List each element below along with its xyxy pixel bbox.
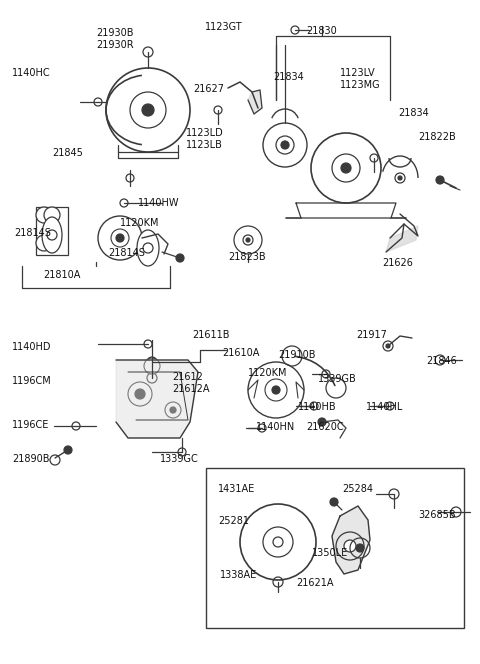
Circle shape: [243, 235, 253, 245]
Polygon shape: [386, 226, 418, 252]
Text: 1123MG: 1123MG: [340, 80, 381, 90]
Text: 25284: 25284: [342, 484, 373, 494]
Circle shape: [36, 235, 52, 251]
Text: 32685B: 32685B: [418, 510, 456, 520]
Text: 21910B: 21910B: [278, 350, 315, 360]
Circle shape: [144, 358, 160, 374]
Circle shape: [281, 141, 289, 149]
Ellipse shape: [42, 217, 62, 253]
Text: 1140HL: 1140HL: [366, 402, 403, 412]
Circle shape: [50, 455, 60, 465]
Ellipse shape: [137, 230, 159, 266]
Text: 1140HW: 1140HW: [138, 198, 180, 208]
Circle shape: [383, 341, 393, 351]
Circle shape: [436, 176, 444, 184]
Circle shape: [330, 498, 338, 506]
Text: 21930R: 21930R: [96, 40, 134, 50]
Circle shape: [143, 243, 153, 253]
Circle shape: [398, 176, 402, 180]
Text: 21620C: 21620C: [306, 422, 344, 432]
Text: 21845: 21845: [52, 148, 83, 158]
Text: 1350LE: 1350LE: [312, 548, 348, 558]
Circle shape: [147, 357, 157, 367]
Text: 21612: 21612: [172, 372, 203, 382]
Text: 1120KM: 1120KM: [120, 218, 159, 228]
Text: 1339GB: 1339GB: [318, 374, 357, 384]
Circle shape: [142, 104, 154, 116]
Text: 21830: 21830: [307, 26, 337, 36]
Circle shape: [44, 235, 60, 251]
Circle shape: [135, 389, 145, 399]
Text: 21823B: 21823B: [228, 252, 265, 262]
Text: 1123GT: 1123GT: [205, 22, 242, 32]
Circle shape: [147, 373, 157, 383]
Circle shape: [273, 537, 283, 547]
Text: 21612A: 21612A: [172, 384, 209, 394]
Text: 21846: 21846: [426, 356, 457, 366]
Text: 1123LB: 1123LB: [186, 140, 223, 150]
Bar: [206, 468, 464, 628]
Circle shape: [47, 230, 57, 240]
Text: 21930B: 21930B: [96, 28, 134, 38]
Text: 1140HN: 1140HN: [256, 422, 295, 432]
Text: 1140HB: 1140HB: [298, 402, 336, 412]
Text: 1120KM: 1120KM: [248, 368, 288, 378]
Text: 21611B: 21611B: [192, 330, 229, 340]
Text: 21822B: 21822B: [418, 132, 456, 142]
Polygon shape: [248, 90, 262, 114]
Circle shape: [176, 254, 184, 262]
Text: 21810A: 21810A: [43, 270, 81, 280]
Polygon shape: [116, 360, 198, 438]
Circle shape: [386, 344, 390, 348]
Text: 1196CE: 1196CE: [12, 420, 49, 430]
Text: 1123LD: 1123LD: [186, 128, 224, 138]
Circle shape: [116, 234, 124, 242]
Text: 1140HC: 1140HC: [12, 68, 50, 78]
Text: 1123LV: 1123LV: [340, 68, 376, 78]
Circle shape: [318, 418, 326, 426]
Text: 21917: 21917: [356, 330, 387, 340]
Text: 1338AE: 1338AE: [220, 570, 257, 580]
Circle shape: [356, 544, 364, 552]
Text: 21621A: 21621A: [296, 578, 334, 588]
Text: 1140HD: 1140HD: [12, 342, 51, 352]
Circle shape: [341, 163, 351, 173]
Text: 21814S: 21814S: [14, 228, 51, 238]
Text: 21627: 21627: [193, 84, 224, 94]
Polygon shape: [332, 506, 370, 574]
Text: 1339GC: 1339GC: [160, 454, 199, 464]
Text: 21834: 21834: [273, 72, 304, 82]
Circle shape: [395, 173, 405, 183]
Circle shape: [246, 238, 250, 242]
Text: 1431AE: 1431AE: [218, 484, 255, 494]
Circle shape: [64, 446, 72, 454]
Circle shape: [344, 540, 356, 552]
Circle shape: [272, 386, 280, 394]
Bar: [36, 207, 68, 255]
Circle shape: [44, 207, 60, 223]
Text: 21814S: 21814S: [108, 248, 145, 258]
Circle shape: [170, 407, 176, 413]
Text: 25281: 25281: [218, 516, 249, 526]
Text: 21890B: 21890B: [12, 454, 49, 464]
Text: 21626: 21626: [382, 258, 413, 268]
Text: 1196CM: 1196CM: [12, 376, 52, 386]
Text: 21834: 21834: [398, 108, 429, 118]
Text: 21610A: 21610A: [222, 348, 259, 358]
Circle shape: [36, 207, 52, 223]
